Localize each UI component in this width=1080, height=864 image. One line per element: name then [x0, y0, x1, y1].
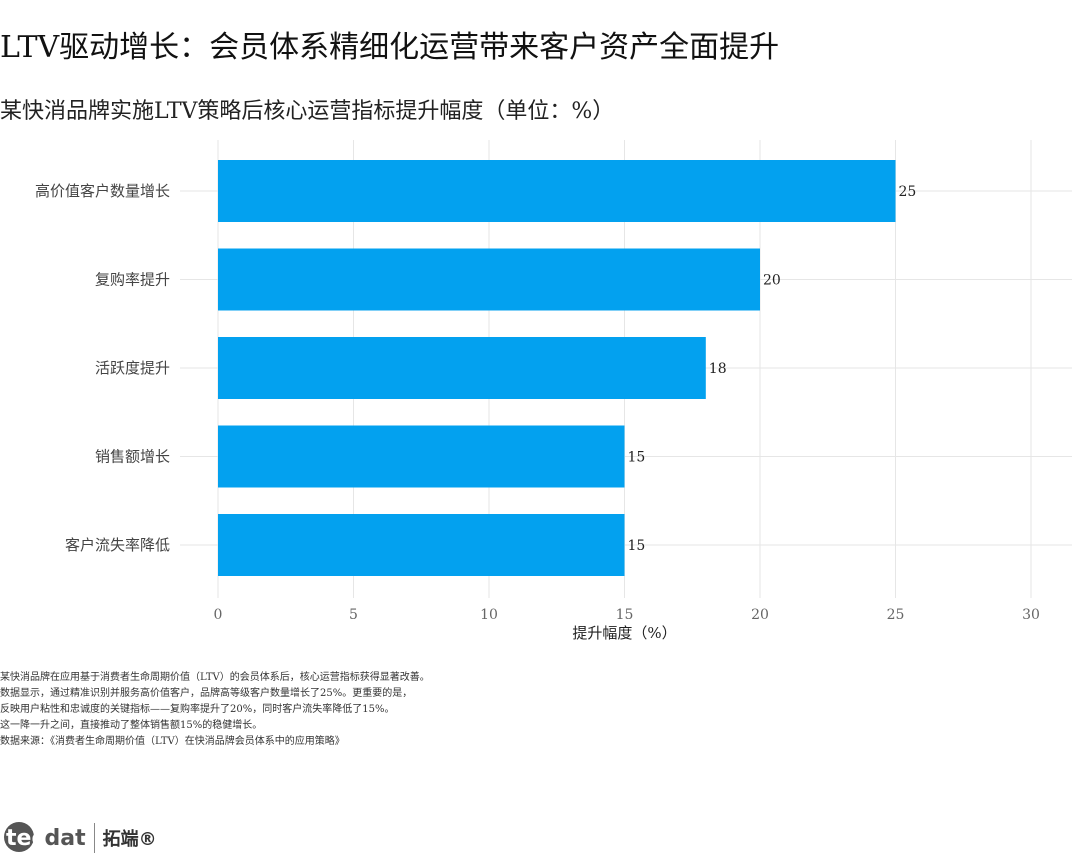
- caption-line: 这一降一升之间，直接推动了整体销售额15%的稳健增长。: [0, 720, 263, 731]
- category-label: 复购率提升: [95, 271, 170, 289]
- caption-line: 反映用户粘性和忠诚度的关键指标——复购率提升了20%，同时客户流失率降低了15%…: [0, 704, 395, 715]
- data-label: 15: [628, 538, 646, 554]
- bar: [218, 337, 706, 399]
- bar-chart: 0 5 10 15 20 25 30 高价值客户数量增长 25 复购率提升 20 活跃度提升 18 销售额…: [35, 140, 1072, 642]
- category-label: 销售额增长: [95, 448, 170, 466]
- x-tick-label: 15: [616, 607, 634, 623]
- bar: [218, 160, 896, 222]
- x-tick-label: 25: [887, 607, 905, 623]
- tecdat-logo: tecdat 拓端®: [4, 818, 157, 858]
- category-label: 活跃度提升: [95, 359, 170, 377]
- logo-name: 拓端®: [102, 829, 157, 850]
- category-label: 客户流失率降低: [65, 536, 170, 554]
- chart-subtitle: 某快消品牌实施LTV策略后核心运营指标提升幅度（单位：%）: [0, 99, 615, 124]
- chart-caption: 某快消品牌在应用基于消费者生命周期价值（LTV）的会员体系后，核心运营指标获得显…: [0, 670, 430, 750]
- logo-mark: tecdat: [6, 826, 86, 851]
- bar: [218, 425, 625, 488]
- data-label: 15: [628, 450, 646, 466]
- logo-circle-icon: [4, 822, 34, 852]
- bar: [218, 514, 625, 576]
- bar: [218, 248, 760, 311]
- caption-line: 数据显示，通过精准识别并服务高价值客户，品牌高等级客户数量增长了25%。更重要的…: [0, 688, 413, 699]
- logo-mark-rest: dat: [44, 825, 86, 851]
- x-axis-title: 提升幅度（%）: [572, 624, 676, 642]
- caption-source: 数据来源：《消费者生命周期价值（LTV）在快消品牌会员体系中的应用策略》: [0, 736, 345, 747]
- x-tick-label: 20: [751, 607, 769, 623]
- logo-divider: [93, 823, 95, 853]
- x-tick-label: 30: [1022, 607, 1040, 623]
- x-tick-label: 5: [349, 607, 358, 623]
- category-label: 高价值客户数量增长: [35, 182, 170, 200]
- x-tick-label: 10: [480, 607, 498, 623]
- data-label: 18: [709, 361, 727, 377]
- data-label: 20: [763, 273, 781, 289]
- chart-title: LTV驱动增长：会员体系精细化运营带来客户资产全面提升: [0, 30, 780, 65]
- data-label: 25: [899, 184, 917, 200]
- caption-line: 某快消品牌在应用基于消费者生命周期价值（LTV）的会员体系后，核心运营指标获得显…: [0, 672, 430, 683]
- logo-mark-lead: tec: [6, 825, 45, 851]
- x-tick-label: 0: [214, 607, 223, 623]
